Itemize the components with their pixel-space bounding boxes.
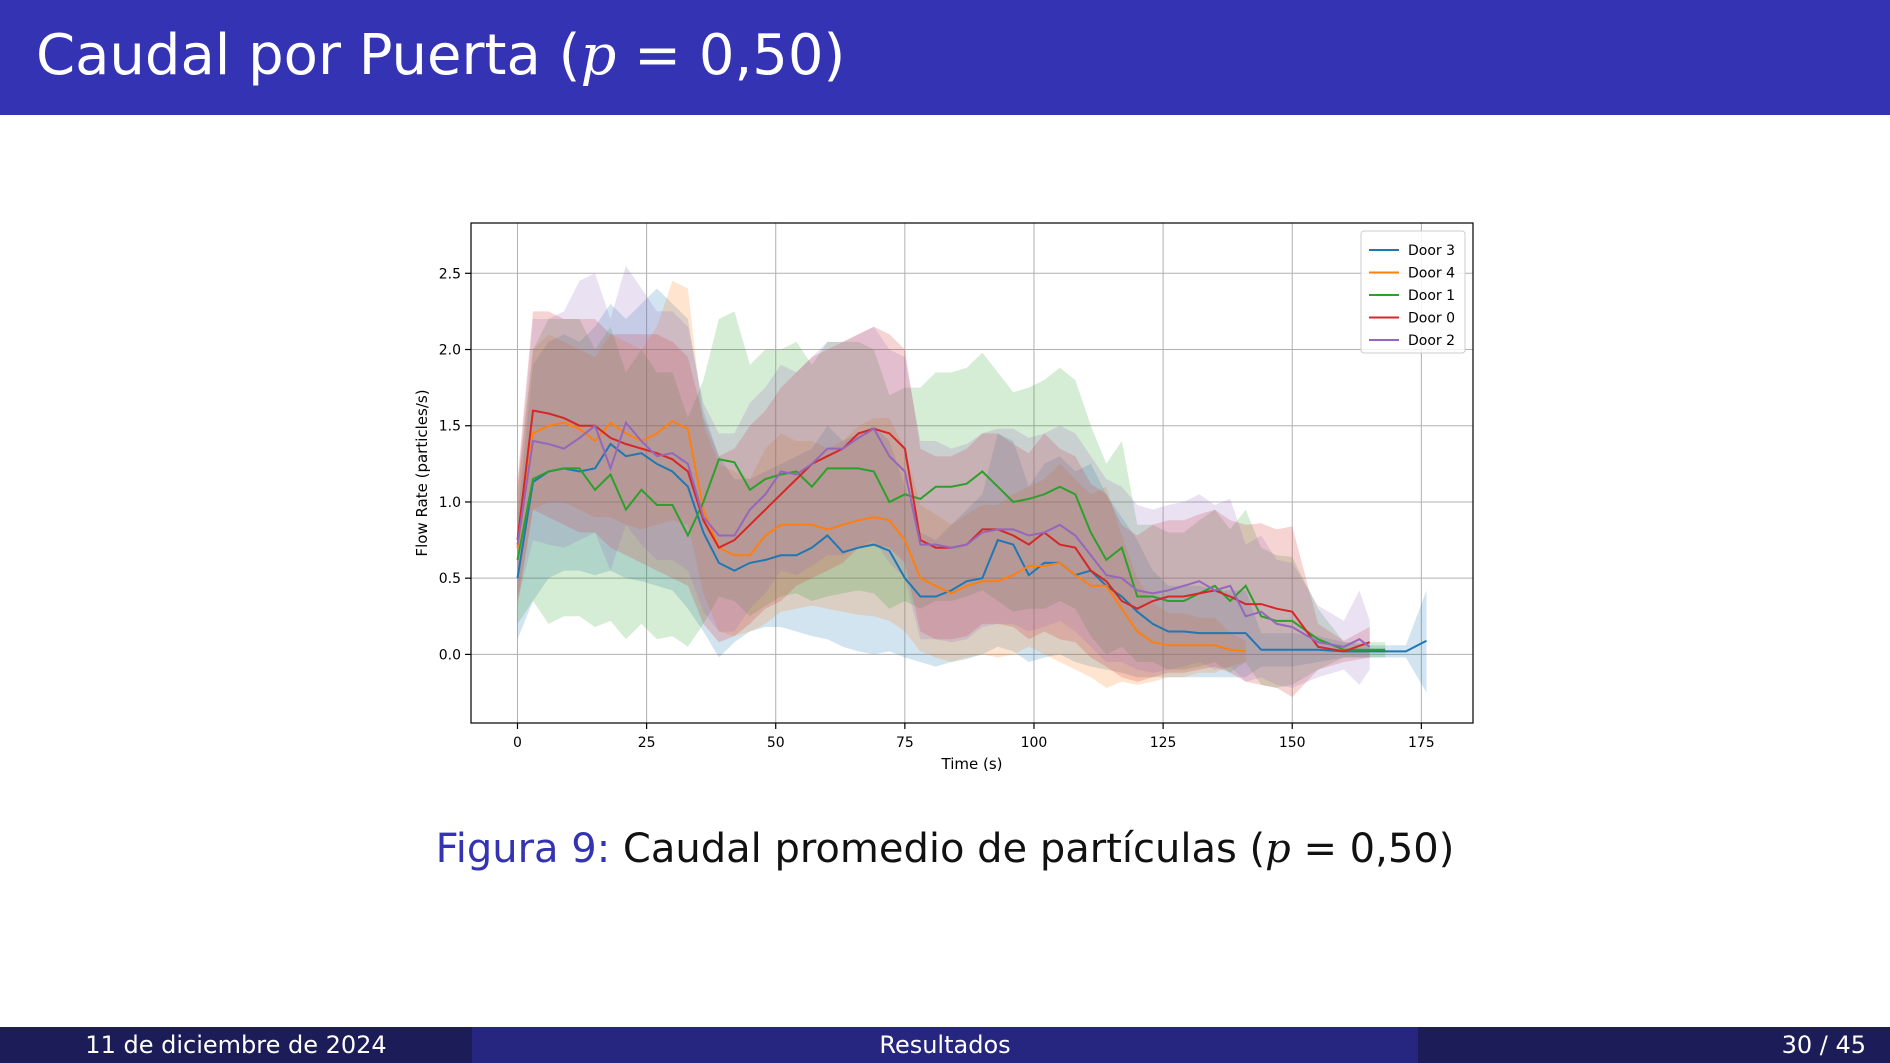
figure-caption-label: Figura 9: <box>435 826 611 872</box>
y-tick-label: 0.5 <box>439 571 461 587</box>
footer-section: Resultados <box>472 1027 1418 1063</box>
x-axis-label: Time (s) <box>941 755 1003 773</box>
footer-page-number: 30 / 45 <box>1781 1031 1866 1059</box>
series-line-door-1 <box>516 458 1386 651</box>
confidence-band-door-3 <box>517 288 1427 693</box>
footer-date: 11 de diciembre de 2024 <box>0 1027 472 1063</box>
slide-title-rest: = 0,50) <box>616 23 846 88</box>
slide-title-variable: p <box>580 23 617 88</box>
legend-label: Door 0 <box>1408 311 1455 327</box>
figure-caption: Figura 9: Caudal promedio de partículas … <box>0 826 1890 872</box>
plot-frame <box>470 222 1474 724</box>
confidence-band-door-4 <box>517 280 1246 688</box>
x-tick-label: 125 <box>1150 735 1177 751</box>
x-tick-label: 75 <box>896 735 914 751</box>
x-tick-label: 25 <box>638 735 656 751</box>
y-tick-label: 2.0 <box>439 343 461 359</box>
legend-label: Door 2 <box>1408 333 1455 349</box>
x-tick-label: 50 <box>767 735 785 751</box>
legend-label: Door 3 <box>1408 243 1455 259</box>
x-tick-label: 0 <box>513 735 522 751</box>
confidence-band-door-1 <box>517 311 1386 688</box>
y-tick-label: 1.5 <box>439 419 461 435</box>
y-tick-label: 0.0 <box>439 647 461 663</box>
y-tick-label: 2.5 <box>439 266 461 282</box>
y-axis-label: Flow Rate (particles/s) <box>413 389 431 556</box>
slide-header: Caudal por Puerta (p = 0,50) <box>0 0 1890 115</box>
series-line-door-3 <box>516 442 1427 653</box>
series-line-door-4 <box>516 420 1246 653</box>
x-tick-label: 100 <box>1021 735 1048 751</box>
legend-label: Door 4 <box>1408 266 1455 282</box>
flow-rate-chart: 0 25 50 75 100 125 150 175 0.0 0.5 1.0 1.5 2.0 2.5 Tim… <box>413 222 1474 773</box>
x-tick-label: 150 <box>1279 735 1306 751</box>
figure-caption-rest: = 0,50) <box>1290 826 1455 872</box>
x-tick-label: 175 <box>1408 735 1435 751</box>
y-tick-label: 1.0 <box>439 495 461 511</box>
figure-caption-variable: p <box>1265 826 1291 872</box>
legend-label: Door 1 <box>1408 288 1455 304</box>
figure-caption-text: Caudal promedio de partículas ( <box>610 826 1266 872</box>
slide-title-text: Caudal por Puerta ( <box>36 23 581 88</box>
series-line-door-2 <box>516 420 1371 648</box>
slide-title: Caudal por Puerta (p = 0,50) <box>36 28 845 84</box>
slide-footer: 11 de diciembre de 2024 Resultados 30 / … <box>0 1027 1890 1063</box>
confidence-band-door-2 <box>517 265 1370 688</box>
legend-box <box>1360 230 1466 354</box>
footer-page-counter: 30 / 45 <box>1418 1027 1890 1063</box>
